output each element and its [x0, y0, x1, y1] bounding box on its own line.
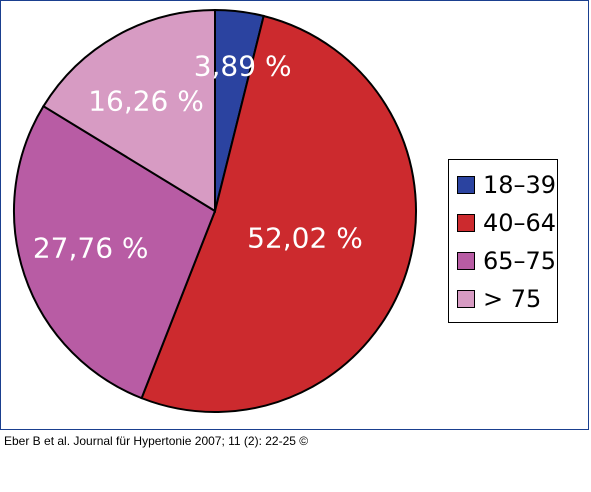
pie-slice-40-64 — [140, 14, 417, 413]
legend-label: 18–39 — [483, 171, 557, 199]
legend-label: 65–75 — [483, 247, 557, 275]
legend-label: > 75 — [483, 285, 542, 313]
legend-label: 40–64 — [483, 209, 557, 237]
pie-slice-75 — [42, 8, 216, 213]
pie-chart: 3,89 % 52,02 % 27,76 % 16,26 % — [13, 8, 417, 413]
legend: 18–39 40–64 65–75 > 75 — [448, 159, 558, 323]
legend-item-over-75: > 75 — [457, 280, 557, 318]
legend-swatch — [457, 176, 475, 194]
legend-item-40-64: 40–64 — [457, 204, 557, 242]
pie-slice-value-label: 27,76 % — [33, 231, 149, 264]
legend-item-65-75: 65–75 — [457, 242, 557, 280]
legend-swatch — [457, 252, 475, 270]
legend-swatch — [457, 214, 475, 232]
legend-item-18-39: 18–39 — [457, 166, 557, 204]
pie-slices — [13, 8, 417, 413]
pie-labels: 3,89 % 52,02 % 27,76 % 16,26 % — [33, 49, 363, 264]
legend-swatch — [457, 290, 475, 308]
chart-frame: 3,89 % 52,02 % 27,76 % 16,26 % 18–39 40–64 … — [0, 0, 589, 430]
citation-text: Eber B et al. Journal für Hypertonie 200… — [4, 434, 309, 448]
pie-slice-value-label: 52,02 % — [247, 222, 363, 255]
pie-slice-value-label: 3,89 % — [194, 49, 292, 82]
pie-slice-value-label: 16,26 % — [88, 84, 204, 117]
pie-slice-65-75 — [13, 104, 217, 400]
